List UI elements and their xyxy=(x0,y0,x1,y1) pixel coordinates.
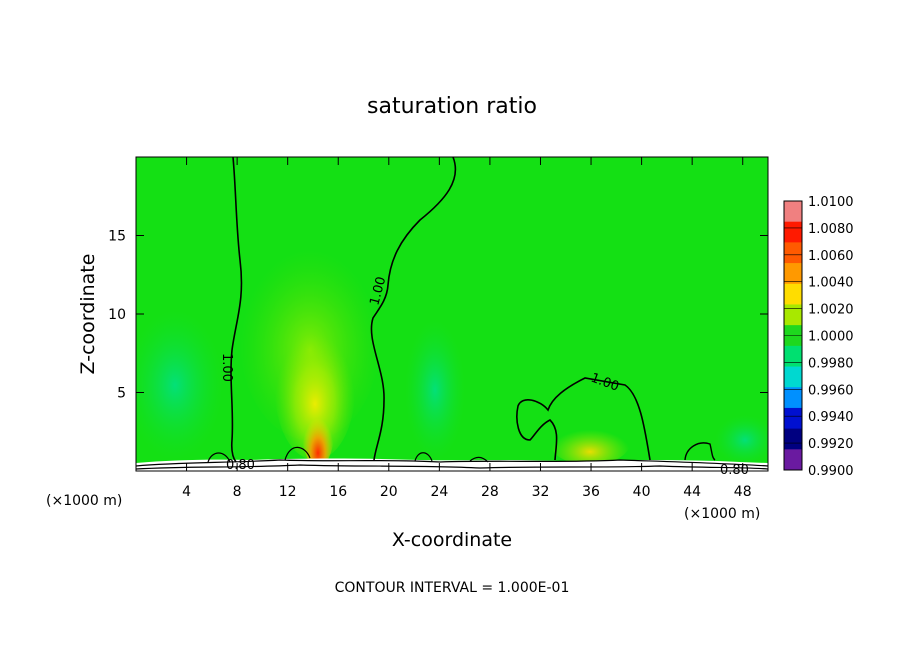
y-tick-label: 5 xyxy=(117,386,126,402)
contour-line-center xyxy=(370,157,457,461)
colorbar-label: 0.9960 xyxy=(808,383,854,398)
colorbar-swatch xyxy=(784,366,802,388)
x-tick-label: 44 xyxy=(683,484,701,500)
y-tick-label: 15 xyxy=(108,229,126,245)
plot-area xyxy=(136,157,768,471)
colorbar-swatch xyxy=(784,283,802,305)
colorbar-label: 0.9940 xyxy=(808,410,854,425)
colorbar-swatch xyxy=(784,242,802,264)
contour-bumps xyxy=(207,446,489,463)
colorbar-swatch xyxy=(784,263,802,285)
x-tick-label: 32 xyxy=(532,484,550,500)
moist-region-left xyxy=(136,310,223,460)
contour-line-right xyxy=(516,377,651,461)
colorbar-swatch xyxy=(784,201,802,223)
contour-label-2: 1.00 xyxy=(367,275,389,307)
x-tick-label: 36 xyxy=(582,484,600,500)
x-tick-label: 48 xyxy=(734,484,752,500)
x-unit-label-right: (×1000 m) xyxy=(684,506,760,522)
colorbar-label: 0.9920 xyxy=(808,437,854,452)
contour-line-left xyxy=(230,157,243,463)
x-tick-label: 12 xyxy=(279,484,297,500)
colorbar-label: 1.0020 xyxy=(808,303,854,318)
x-tick-label: 16 xyxy=(329,484,347,500)
colorbar: 1.0100 1.0080 1.0060 1.0040 1.0020 1.0000 0.99… xyxy=(783,195,854,479)
x-tick-label: 28 xyxy=(481,484,499,500)
colorbar-swatch xyxy=(784,428,802,450)
plume-core xyxy=(275,320,355,460)
moist-region-mid xyxy=(405,320,465,460)
y-tick-label: 10 xyxy=(108,307,126,323)
right-plume xyxy=(550,421,630,465)
x-tick-label: 8 xyxy=(233,484,242,500)
colorbar-label: 1.0000 xyxy=(808,330,854,345)
colorbar-swatch xyxy=(784,345,802,368)
hot-core xyxy=(302,397,334,467)
surface-layer xyxy=(136,458,768,471)
colorbar-label: 0.9900 xyxy=(808,464,854,479)
colorbar-label: 0.9980 xyxy=(808,356,854,371)
y-axis-ticks: 5 10 15 xyxy=(108,229,768,402)
x-axis-ticks: 4 8 12 16 20 24 28 32 36 40 44 48 xyxy=(182,157,752,500)
x-axis-title: X-coordinate xyxy=(392,529,512,551)
contour-label-4: 0.80 xyxy=(226,458,255,473)
colorbar-swatch xyxy=(784,304,802,326)
contour-label-1: 1.00 xyxy=(219,353,234,382)
colorbar-swatch xyxy=(784,221,802,243)
contour-interval-note: CONTOUR INTERVAL = 1.000E-01 xyxy=(335,580,570,596)
y-axis-title: Z-coordinate xyxy=(77,254,99,375)
colorbar-label: 1.0100 xyxy=(808,195,854,210)
colorbar-swatch xyxy=(784,407,802,430)
colorbar-swatch xyxy=(784,449,802,471)
contour-ripple-2 xyxy=(136,464,768,470)
colorbar-label: 1.0080 xyxy=(808,222,854,237)
colorbar-label: 1.0040 xyxy=(808,276,854,291)
x-tick-label: 40 xyxy=(633,484,651,500)
colorbar-swatch xyxy=(784,387,802,409)
contour-ripple-1 xyxy=(136,459,768,467)
contour-line-right-edge xyxy=(684,442,716,461)
x-unit-label-left: (×1000 m) xyxy=(46,493,122,509)
colorbar-label: 1.0060 xyxy=(808,249,854,264)
x-tick-label: 4 xyxy=(182,484,191,500)
moist-region-right xyxy=(715,415,768,465)
x-tick-label: 24 xyxy=(430,484,448,500)
chart-title: saturation ratio xyxy=(367,94,537,119)
x-tick-label: 20 xyxy=(380,484,398,500)
